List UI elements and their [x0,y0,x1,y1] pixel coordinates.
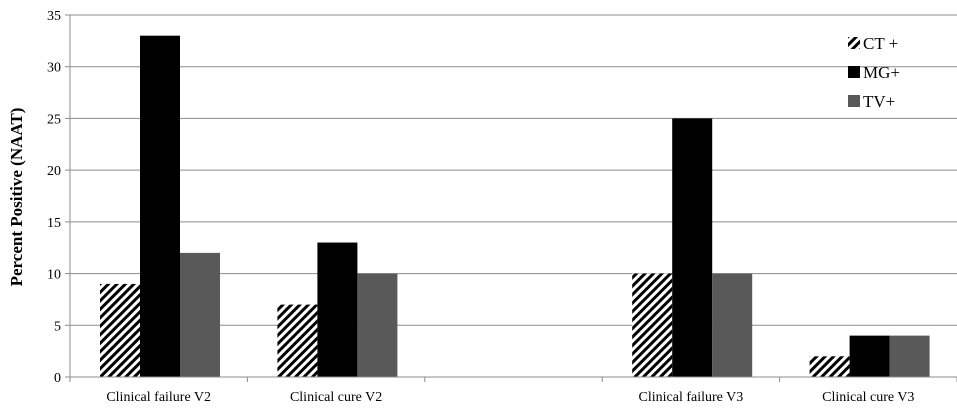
y-tick-label: 35 [47,9,61,24]
x-category-label: Clinical failure V2 [106,390,211,405]
y-tick-labels: 0 5 10 15 20 25 30 35 [47,9,61,386]
y-tick-label: 10 [47,268,61,283]
y-tick-label: 30 [47,61,61,76]
y-tick-label: 20 [47,164,61,179]
bar-mg-1 [317,242,358,377]
axes [65,14,957,382]
x-category-label: Clinical cure V3 [822,390,914,405]
legend-label: TV+ [863,92,895,111]
y-tick-label: 25 [47,112,61,127]
bar-ct-0 [100,283,140,377]
x-category-labels: Clinical failure V2 Clinical cure V2 Clini… [106,390,914,405]
bar-mg-3 [672,118,713,377]
bar-ct-1 [277,304,318,377]
y-tick-label: 15 [47,216,61,231]
bars-group [100,35,930,377]
legend: CT + MG+ TV+ [848,34,900,111]
bar-mg-4 [849,335,890,377]
legend-swatch [848,66,860,78]
bar-tv-4 [889,335,930,377]
legend-label: MG+ [863,63,900,82]
bar-ct-4 [809,356,850,377]
bar-ct-3 [632,273,673,377]
y-axis-title: Percent Positive (NAAT) [7,108,26,287]
x-category-label: Clinical failure V3 [639,390,744,405]
legend-swatch [848,95,860,107]
x-category-label: Clinical cure V2 [290,390,382,405]
bar-tv-1 [357,273,398,377]
bar-tv-3 [712,273,753,377]
bar-mg-0 [140,35,180,377]
y-tick-label: 5 [54,319,61,334]
legend-swatch [848,37,860,49]
bar-tv-0 [180,252,220,377]
legend-label: CT + [863,34,898,53]
y-tick-label: 0 [54,371,61,386]
